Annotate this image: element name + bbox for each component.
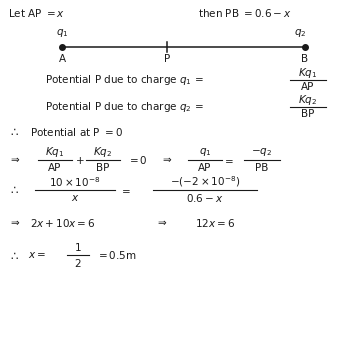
Text: $+$: $+$ [75,155,85,166]
Text: $\therefore$: $\therefore$ [8,248,19,262]
Text: Potential at P $= 0$: Potential at P $= 0$ [30,126,123,138]
Text: $10 \times 10^{-8}$: $10 \times 10^{-8}$ [49,175,101,189]
Text: $\Rightarrow$: $\Rightarrow$ [8,218,20,228]
Text: Let AP $= x$: Let AP $= x$ [8,7,65,19]
Text: A: A [58,54,65,64]
Text: then PB $= 0.6 - x$: then PB $= 0.6 - x$ [198,7,292,19]
Text: $= 0$: $= 0$ [127,154,148,166]
Text: AP: AP [198,163,212,173]
Text: BP: BP [301,109,315,119]
Text: Potential P due to charge $q_1$ =: Potential P due to charge $q_1$ = [45,73,204,87]
Text: Potential P due to charge $q_2$ =: Potential P due to charge $q_2$ = [45,100,204,114]
Text: $q_1$: $q_1$ [199,146,211,158]
Text: $=$: $=$ [119,185,131,195]
Text: $=$: $=$ [222,155,234,165]
Text: $\therefore$: $\therefore$ [8,184,19,197]
Text: $2$: $2$ [74,257,82,269]
Text: $x$: $x$ [71,193,79,203]
Text: $\therefore$: $\therefore$ [8,126,19,138]
Text: P: P [164,54,170,64]
Text: B: B [301,54,309,64]
Text: $\Rightarrow$: $\Rightarrow$ [155,218,167,228]
Text: AP: AP [48,163,62,173]
Text: PB: PB [255,163,269,173]
Text: $\Rightarrow$: $\Rightarrow$ [160,155,172,165]
Text: $q_2$: $q_2$ [294,27,306,39]
Text: $Kq_1$: $Kq_1$ [298,66,318,80]
Text: AP: AP [301,82,315,92]
Text: $\Rightarrow$: $\Rightarrow$ [8,155,20,165]
Text: $-q_2$: $-q_2$ [252,146,272,158]
Text: BP: BP [96,163,110,173]
Text: $x =$: $x =$ [28,250,46,260]
Text: $2x + 10x = 6$: $2x + 10x = 6$ [30,217,96,229]
Text: $= 0.5$m: $= 0.5$m [96,249,136,261]
Text: $0.6 - x$: $0.6 - x$ [186,192,224,204]
Text: $Kq_2$: $Kq_2$ [298,93,318,107]
Text: $12x = 6$: $12x = 6$ [195,217,235,229]
Text: $-(-2 \times 10^{-8})$: $-(-2 \times 10^{-8})$ [170,175,240,189]
Text: $Kq_2$: $Kq_2$ [93,145,113,159]
Text: $1$: $1$ [74,241,82,253]
Text: $Kq_1$: $Kq_1$ [45,145,65,159]
Text: $q_1$: $q_1$ [56,27,68,39]
